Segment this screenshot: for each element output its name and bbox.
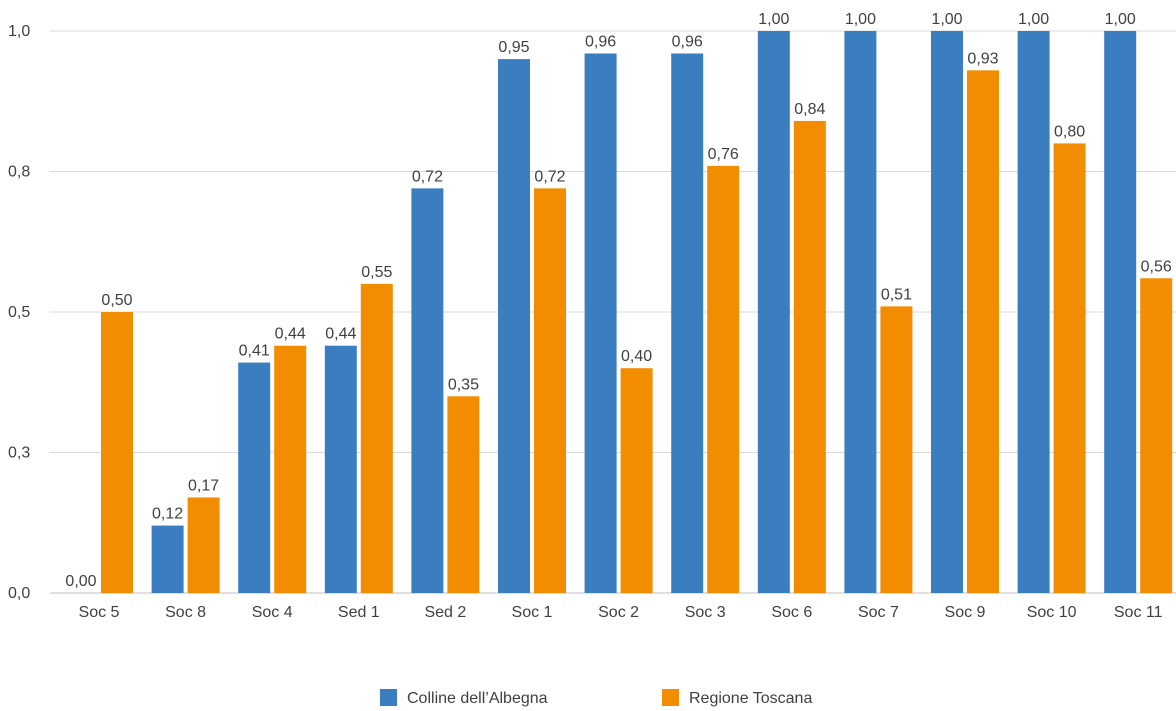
y-tick-label: 0,5 bbox=[8, 304, 30, 321]
data-label: 0,56 bbox=[1141, 258, 1172, 275]
data-label: 1,00 bbox=[758, 11, 789, 28]
bar-colline bbox=[671, 53, 704, 594]
bar-toscana bbox=[793, 120, 826, 594]
legend-label: Regione Toscana bbox=[689, 690, 812, 707]
data-label: 0,84 bbox=[794, 101, 825, 118]
data-label: 1,00 bbox=[1105, 11, 1136, 28]
bar-toscana bbox=[1053, 143, 1086, 593]
data-label: 0,93 bbox=[967, 50, 998, 67]
bar-toscana bbox=[274, 345, 307, 593]
bar-toscana bbox=[534, 188, 566, 594]
data-label: 0,44 bbox=[275, 326, 306, 343]
bar-colline bbox=[324, 345, 357, 593]
y-axis-ticks: 0,0 0,3 0,5 0,8 1,0 bbox=[8, 23, 30, 602]
y-tick-label: 1,0 bbox=[8, 23, 30, 40]
data-label: 1,00 bbox=[845, 11, 876, 28]
legend-label: Colline dell’Albegna bbox=[407, 690, 548, 707]
x-category-label: Soc 3 bbox=[685, 604, 726, 621]
bar-colline bbox=[151, 525, 184, 593]
data-label: 0,35 bbox=[448, 376, 479, 393]
bar-toscana bbox=[880, 306, 913, 593]
bar-toscana bbox=[620, 368, 653, 593]
bar-colline bbox=[844, 31, 877, 593]
data-label: 0,40 bbox=[621, 348, 652, 365]
data-label: 0,76 bbox=[708, 146, 739, 163]
data-labels: 0,00 0,50 0,12 0,17 0,41 0,44 0,44 0,55 0,72 0,35… bbox=[65, 11, 1171, 590]
bar-colline bbox=[584, 53, 617, 594]
bar-toscana bbox=[360, 283, 393, 593]
data-label: 0,96 bbox=[585, 33, 616, 50]
x-axis-categories: Soc 5 Soc 8 Soc 4 Sed 1 Sed 2 Soc 1 Soc 2 Soc 3… bbox=[79, 604, 1163, 621]
x-category-label: Sed 2 bbox=[424, 604, 466, 621]
bar-toscana bbox=[447, 396, 480, 593]
bar-colline bbox=[931, 31, 963, 593]
x-category-label: Soc 10 bbox=[1027, 604, 1077, 621]
data-label: 0,72 bbox=[534, 168, 565, 185]
y-tick-label: 0,3 bbox=[8, 445, 30, 462]
data-label: 0,55 bbox=[361, 264, 392, 281]
data-label: 0,95 bbox=[498, 39, 529, 56]
x-category-label: Soc 1 bbox=[512, 604, 553, 621]
bar-colline bbox=[1017, 31, 1050, 593]
bar-toscana bbox=[101, 312, 133, 593]
x-category-label: Soc 8 bbox=[165, 604, 206, 621]
bar-toscana bbox=[707, 165, 740, 593]
bar-colline bbox=[238, 362, 271, 593]
x-category-label: Sed 1 bbox=[338, 604, 380, 621]
data-label: 0,72 bbox=[412, 168, 443, 185]
x-category-label: Soc 5 bbox=[79, 604, 120, 621]
bar-colline bbox=[1104, 31, 1137, 593]
data-label: 0,17 bbox=[188, 477, 219, 494]
data-label: 0,50 bbox=[101, 292, 132, 309]
data-label: 0,96 bbox=[672, 33, 703, 50]
x-category-label: Soc 7 bbox=[858, 604, 899, 621]
bar-colline bbox=[757, 31, 790, 593]
data-label: 0,41 bbox=[239, 343, 270, 360]
y-tick-label: 0,8 bbox=[8, 164, 30, 181]
legend: Colline dell’Albegna Regione Toscana bbox=[380, 689, 812, 707]
bar-toscana bbox=[187, 497, 220, 593]
bar-toscana bbox=[1140, 278, 1173, 593]
data-label: 0,44 bbox=[325, 326, 356, 343]
bars bbox=[101, 31, 1173, 594]
x-category-label: Soc 4 bbox=[252, 604, 293, 621]
x-category-label: Soc 11 bbox=[1114, 604, 1163, 621]
bar-colline bbox=[498, 59, 530, 594]
data-label: 0,00 bbox=[65, 573, 96, 590]
x-category-label: Soc 6 bbox=[771, 604, 812, 621]
legend-swatch bbox=[380, 689, 397, 706]
y-tick-label: 0,0 bbox=[8, 585, 30, 602]
data-label: 1,00 bbox=[1018, 11, 1049, 28]
bar-colline bbox=[411, 188, 444, 594]
legend-swatch bbox=[662, 689, 679, 706]
data-label: 0,51 bbox=[881, 286, 912, 303]
x-category-label: Soc 2 bbox=[598, 604, 639, 621]
bar-toscana bbox=[967, 70, 999, 594]
data-label: 0,80 bbox=[1054, 123, 1085, 140]
data-label: 0,12 bbox=[152, 506, 183, 523]
x-category-label: Soc 9 bbox=[945, 604, 986, 621]
data-label: 1,00 bbox=[931, 11, 962, 28]
